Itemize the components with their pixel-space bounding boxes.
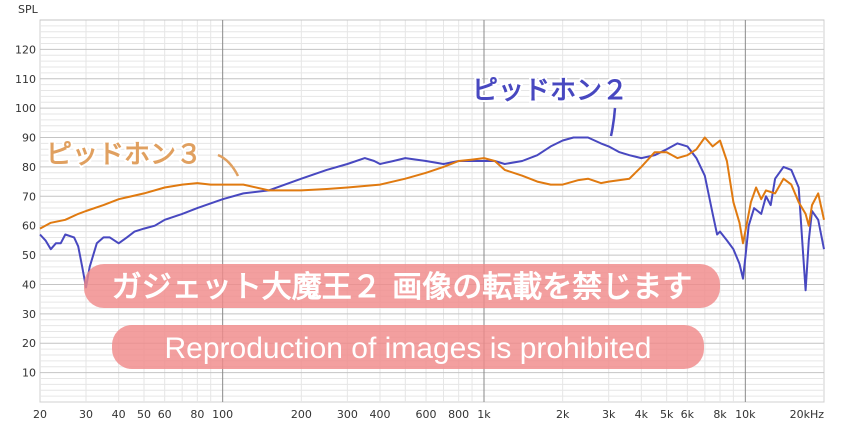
x-tick-label: 4k <box>635 408 649 421</box>
x-tick-label: 1k <box>477 408 491 421</box>
x-tick-label: 80 <box>190 408 204 421</box>
watermark-line-2: Reproduction of images is prohibited <box>165 332 652 365</box>
y-tick-label: 60 <box>22 220 36 233</box>
x-tick-label: 40 <box>112 408 126 421</box>
x-tick-label: 100 <box>212 408 233 421</box>
annotation-series-2-leader <box>609 107 617 137</box>
series-layer <box>39 136 825 292</box>
annotation-series-2-text: ピッドホン２ <box>472 76 628 106</box>
y-tick-label: 30 <box>22 308 36 321</box>
x-tick-label: 8k <box>713 408 727 421</box>
x-tick-label: 30 <box>79 408 93 421</box>
y-tick-label: 20 <box>22 337 36 350</box>
watermark-line-1: ガジェット大魔王２ 画像の転載を禁じます <box>112 270 692 305</box>
x-tick-label: 800 <box>448 408 469 421</box>
annotation-series-2: ピッドホン２ <box>470 74 630 137</box>
y-tick-label: 10 <box>22 367 36 380</box>
y-tick-labels: 10 20 30 40 50 60 70 80 90 100 110 120 <box>15 43 36 379</box>
x-tick-label: 20 <box>33 408 47 421</box>
y-tick-label: 120 <box>15 43 36 56</box>
annotation-series-3-text: ピッドホン３ <box>46 140 202 170</box>
x-tick-label: 5k <box>660 408 674 421</box>
y-tick-label: 100 <box>15 102 36 115</box>
y-tick-label: 110 <box>15 73 36 86</box>
x-tick-label: 200 <box>291 408 312 421</box>
x-tick-label: 400 <box>370 408 391 421</box>
grid-major <box>40 19 824 402</box>
watermark-band-1 <box>84 264 720 308</box>
y-tick-label: 40 <box>22 278 36 291</box>
annotation-series-3-leader <box>217 153 240 177</box>
y-tick-label: 80 <box>22 161 36 174</box>
x-tick-label: 6k <box>681 408 695 421</box>
watermark-band-2 <box>112 325 704 369</box>
y-tick-label: 50 <box>22 249 36 262</box>
y-tick-label: 90 <box>22 132 36 145</box>
series-line-1 <box>39 136 825 292</box>
x-tick-label: 2k <box>556 408 570 421</box>
x-tick-label: 60 <box>158 408 172 421</box>
x-tick-label: 300 <box>337 408 358 421</box>
watermark: ガジェット大魔王２ 画像の転載を禁じます Reproduction of ima… <box>84 264 720 369</box>
x-tick-label: 600 <box>416 408 437 421</box>
annotation-series-3: ピッドホン３ <box>44 138 240 177</box>
x-tick-label: 10k <box>735 408 756 421</box>
x-tick-label: 3k <box>602 408 616 421</box>
x-tick-label: 20kHz <box>790 408 825 421</box>
y-axis-label: SPL <box>18 3 39 16</box>
series-line-2 <box>39 136 825 245</box>
y-tick-label: 70 <box>22 190 36 203</box>
x-tick-labels: 20 30 40 50 60 80 100 200 300 400 600 800 1k 2k 3k 4k 5k… <box>33 408 824 421</box>
x-tick-label: 50 <box>137 408 151 421</box>
